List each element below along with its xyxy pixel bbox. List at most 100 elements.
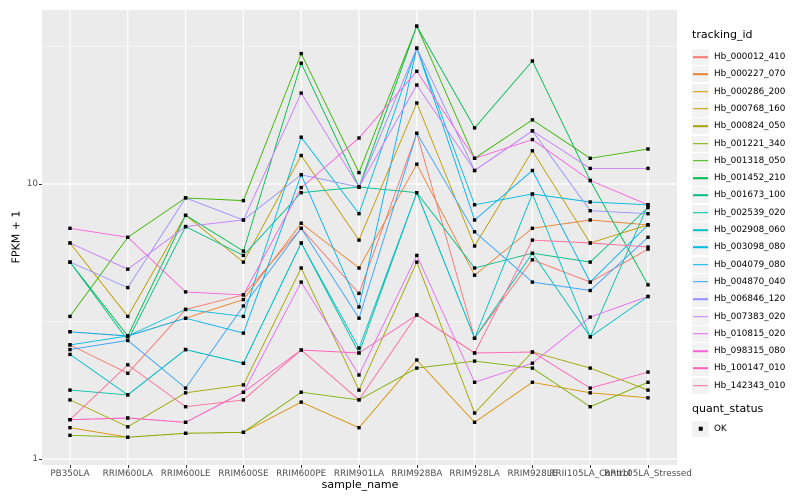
quant-legend-item-OK: OK [692, 420, 727, 437]
legend-item-Hb_000286_200: Hb_000286_200 [692, 83, 785, 100]
data-point [183, 386, 188, 390]
data-point [472, 156, 477, 160]
x-tick-label-RRII105LA_Stressed: RRII105LA_Stressed [604, 469, 692, 479]
legend-item-label: Hb_000012_410 [714, 52, 786, 62]
data-point [472, 168, 477, 173]
data-point [241, 249, 246, 253]
data-point [357, 398, 361, 402]
data-point [472, 266, 477, 270]
data-point [472, 380, 477, 384]
data-point [68, 314, 72, 319]
legend-key-line-icon [692, 83, 709, 100]
x-tick-mark [648, 465, 649, 468]
legend-item-Hb_098315_080: Hb_098315_080 [692, 343, 785, 360]
legend-item-label: Hb_004870_040 [714, 276, 786, 287]
data-point [299, 191, 303, 195]
data-point [472, 351, 477, 355]
legend-item-label: Hb_002539_020 [714, 207, 786, 218]
data-point [126, 435, 130, 439]
legend-item-Hb_001673_100: Hb_001673_100 [692, 187, 785, 204]
data-point [472, 359, 477, 363]
y-axis-title: FPKM + 1 [9, 210, 23, 264]
x-tick-mark [359, 465, 360, 468]
data-point [472, 420, 477, 424]
data-point [472, 244, 477, 248]
data-point [299, 241, 303, 245]
data-point [357, 185, 361, 189]
legend-key-line-icon [692, 187, 709, 204]
legend-item-Hb_002539_020: Hb_002539_020 [692, 204, 785, 221]
legend-item-Hb_001221_340: Hb_001221_340 [692, 135, 785, 152]
data-point [588, 288, 592, 293]
legend-item-label: Hb_001221_340 [714, 138, 786, 149]
x-tick-label-RRIM928LE: RRIM928LE [507, 469, 558, 479]
legend-item-Hb_142343_010: Hb_142343_010 [692, 377, 785, 394]
legend-key-line-icon [692, 100, 709, 117]
data-point [357, 388, 361, 392]
data-point [241, 383, 246, 387]
data-point [241, 293, 246, 297]
data-point [415, 24, 419, 28]
legend-key-line-icon [692, 273, 709, 290]
data-point [530, 366, 535, 370]
data-point [357, 373, 361, 377]
data-point [415, 162, 419, 166]
data-point [299, 91, 303, 95]
y-tick-mark [39, 184, 42, 185]
x-tick-label-RRIM600SE: RRIM600SE [218, 469, 269, 479]
legend-item-label: Hb_004079_080 [714, 259, 786, 270]
data-point [530, 59, 535, 63]
legend-item-Hb_000012_410: Hb_000012_410 [692, 49, 785, 66]
data-point [530, 168, 535, 173]
data-point [241, 331, 246, 335]
data-point [530, 251, 535, 255]
data-point [299, 185, 303, 190]
data-point [472, 218, 477, 222]
data-point [357, 291, 361, 296]
legend-key-line-icon [692, 222, 709, 238]
data-point [415, 46, 419, 50]
data-point [415, 358, 419, 362]
data-point [183, 290, 188, 294]
legend-item-Hb_006846_120: Hb_006846_120 [692, 291, 785, 308]
data-point [126, 416, 130, 420]
legend-item-label: Hb_001318_050 [714, 155, 786, 166]
data-point [588, 178, 592, 183]
data-point [530, 192, 535, 196]
data-point [126, 285, 130, 290]
data-point [415, 191, 419, 195]
data-point [68, 347, 72, 352]
data-point [183, 420, 188, 424]
legend-item-Hb_000824_050: Hb_000824_050 [692, 118, 785, 135]
data-point [183, 347, 188, 352]
data-point [299, 221, 303, 225]
data-point [126, 334, 130, 338]
data-point [299, 280, 303, 284]
data-point [415, 366, 419, 370]
legend-item-label: Hb_001673_100 [714, 190, 786, 201]
data-point [183, 316, 188, 320]
data-point [646, 212, 650, 216]
legend-key-line-icon [692, 308, 709, 325]
legend-item-label: Hb_006846_120 [714, 294, 786, 305]
data-point [241, 260, 246, 264]
data-point [241, 297, 246, 302]
data-point [299, 390, 303, 394]
data-point [126, 393, 130, 397]
x-tick-label-RRIM600LE: RRIM600LE [160, 469, 211, 479]
data-point [472, 411, 477, 415]
legend-item-label: Hb_000768_160 [714, 103, 786, 114]
data-point [126, 314, 130, 319]
x-tick-label-RRIM928LA: RRIM928LA [449, 469, 500, 479]
data-point [68, 426, 72, 430]
legend-item-label: Hb_098315_080 [714, 346, 786, 357]
data-point [646, 206, 650, 210]
legend-item-label: Hb_142343_010 [714, 380, 786, 391]
data-point [68, 352, 72, 357]
legend-item-label: Hb_000227_070 [714, 69, 786, 80]
legend-item-label: Hb_000286_200 [714, 86, 786, 97]
data-point [646, 203, 650, 207]
x-tick-label-RRIM600PE: RRIM600PE [276, 469, 327, 479]
legend-key-line-icon [692, 118, 709, 135]
